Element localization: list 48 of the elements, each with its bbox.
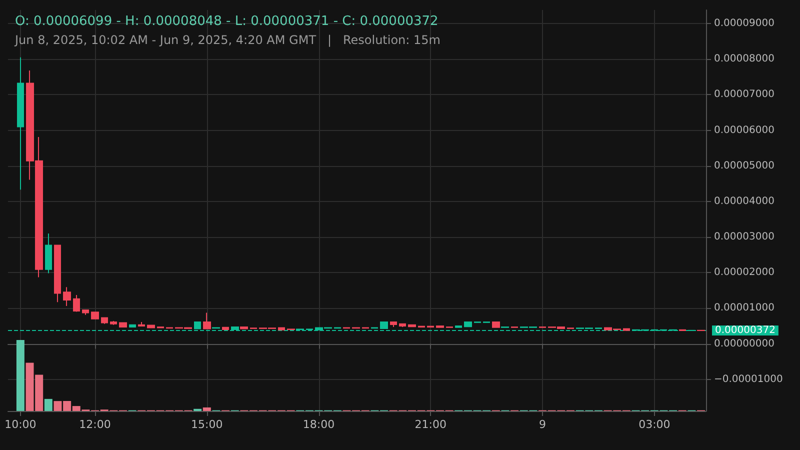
y-tick-label: −0.00001000 bbox=[714, 374, 783, 385]
candlestick bbox=[492, 322, 500, 328]
candlestick bbox=[73, 294, 80, 312]
y-tick-label: 0.00005000 bbox=[714, 160, 774, 172]
candlestick bbox=[455, 325, 462, 328]
candlestick bbox=[464, 322, 472, 328]
y-tick-label: 0.00004000 bbox=[714, 196, 774, 207]
bar bbox=[202, 407, 211, 411]
candlestick bbox=[203, 312, 211, 330]
candlestick bbox=[240, 326, 248, 330]
y-tick-label: 0.00006000 bbox=[714, 124, 774, 136]
candlestick bbox=[54, 244, 61, 303]
ref-line-label: 0.00000372 bbox=[715, 325, 776, 336]
candlestick bbox=[436, 325, 444, 328]
x-tick-label: 10:00 bbox=[4, 418, 36, 431]
x-tick-label: 03:00 bbox=[638, 418, 670, 431]
candlestick bbox=[147, 324, 155, 328]
bar bbox=[44, 398, 52, 411]
candlestick bbox=[138, 322, 145, 326]
candlestick bbox=[278, 327, 285, 330]
y-tick-label: 0.00009000 bbox=[714, 18, 774, 30]
candlestick bbox=[82, 309, 89, 316]
y-tick-label: 0.00001000 bbox=[714, 302, 774, 314]
candlestick bbox=[623, 328, 630, 331]
candlestick bbox=[119, 322, 127, 328]
y-tick-label: 0.00002000 bbox=[714, 267, 774, 278]
x-tick-label: 12:00 bbox=[79, 418, 111, 431]
y-tick-label: 0.00008000 bbox=[714, 54, 774, 65]
candlestick bbox=[110, 320, 117, 326]
y-tick-label: 0.00000000 bbox=[714, 338, 774, 350]
candlestick bbox=[91, 312, 99, 320]
text: Jun 8, 2025, 10:02 AM - Jun 9, 2025, 4:20 AM GMT | Resolution: 15m bbox=[14, 33, 440, 47]
candlestick bbox=[222, 326, 229, 330]
chart-title: O: 0.00006099 - H: 0.00008048 - L: 0.00000371 - C: 0.00000372 bbox=[15, 14, 438, 29]
candlestick bbox=[408, 324, 416, 328]
x-tick-label: 21:00 bbox=[414, 418, 447, 431]
candlestick bbox=[45, 232, 52, 274]
y-tick-label: 0.00007000 bbox=[714, 89, 774, 100]
candlestick bbox=[101, 317, 108, 324]
candlestick bbox=[129, 324, 136, 328]
candlestick bbox=[390, 322, 397, 328]
candlestick bbox=[63, 286, 71, 307]
y-tick-label: 0.00003000 bbox=[714, 232, 774, 243]
x-tick-label: 15:00 bbox=[191, 418, 223, 431]
x-tick-label: 18:00 bbox=[302, 418, 335, 431]
x-tick-label: 9 bbox=[539, 418, 546, 431]
candlestick bbox=[399, 323, 406, 328]
bar bbox=[16, 340, 24, 411]
